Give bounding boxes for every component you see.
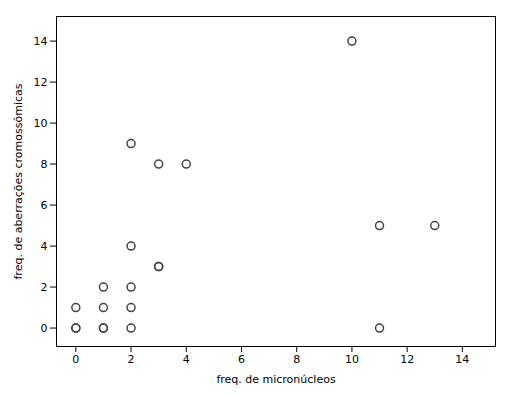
svg-text:14: 14 (455, 353, 469, 366)
svg-text:2: 2 (128, 353, 135, 366)
svg-text:4: 4 (183, 353, 190, 366)
svg-text:0: 0 (72, 353, 79, 366)
svg-text:2: 2 (41, 281, 48, 294)
svg-text:8: 8 (41, 158, 48, 171)
svg-text:freq. de micronúcleos: freq. de micronúcleos (216, 373, 336, 386)
svg-text:12: 12 (400, 353, 414, 366)
svg-text:4: 4 (41, 240, 48, 253)
svg-text:14: 14 (34, 35, 48, 48)
svg-text:10: 10 (345, 353, 359, 366)
svg-text:6: 6 (238, 353, 245, 366)
svg-text:12: 12 (34, 76, 48, 89)
svg-text:0: 0 (41, 322, 48, 335)
svg-text:10: 10 (34, 117, 48, 130)
svg-text:freq. de aberrações cromossômi: freq. de aberrações cromossômicas (12, 83, 25, 279)
svg-text:6: 6 (41, 199, 48, 212)
svg-text:8: 8 (293, 353, 300, 366)
